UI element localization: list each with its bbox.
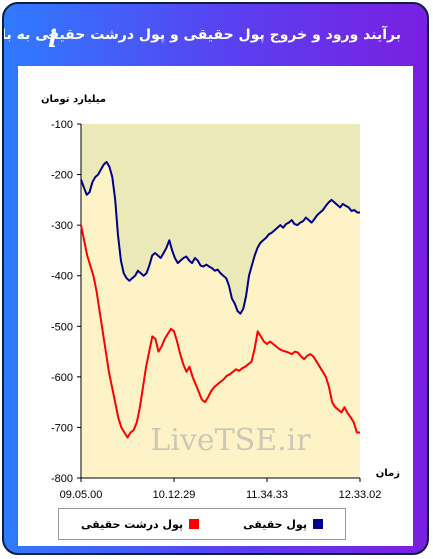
y-tick-label: -800 [51, 473, 73, 485]
y-axis-label: میلیارد تومان [41, 94, 106, 105]
area-above-real-money [81, 124, 360, 314]
series-line-big-real-money [80, 224, 360, 439]
info-icon[interactable]: i [48, 24, 58, 53]
watermark: LiveTSE.ir [150, 423, 311, 458]
x-tick-label: 09.05.00 [60, 489, 103, 501]
y-tick-label: -600 [51, 372, 73, 384]
chart-card: برآیند ورود و خروج پول حقیقی و پول درشت … [2, 2, 429, 555]
y-tick-label: -400 [51, 271, 73, 283]
y-tick-label: -300 [51, 220, 73, 232]
legend-swatch-real-money [312, 519, 323, 529]
legend-label-big-real-money: پول درشت حقیقی [81, 517, 184, 531]
legend-item-big-real-money: پول درشت حقیقی [81, 517, 200, 531]
y-tick-label: -500 [51, 321, 73, 333]
y-tick-label: -100 [51, 119, 73, 131]
chart-svg: -100 -200 -300 -400 -500 -600 -700 -800 09.05.00… [41, 94, 400, 501]
y-tick-label: -700 [51, 422, 73, 434]
legend-item-real-money: پول حقیقی [243, 518, 323, 531]
x-tick-label: 12.33.02 [339, 489, 382, 501]
x-tick-label: 11.34.33 [246, 489, 288, 501]
chart-title: برآیند ورود و خروج پول حقیقی و پول درشت … [2, 27, 401, 43]
x-tick-label: 10.12.29 [153, 489, 196, 501]
series-line-real-money [80, 160, 360, 315]
chart-panel: -100 -200 -300 -400 -500 -600 -700 -800 09.05.00… [18, 66, 413, 546]
legend-label-real-money: پول حقیقی [243, 517, 307, 531]
card-header: برآیند ورود و خروج پول حقیقی و پول درشت … [4, 4, 427, 66]
y-tick-label: -200 [51, 170, 73, 182]
x-axis-label: زمان [376, 468, 400, 479]
chart-legend: پول حقیقی پول درشت حقیقی [58, 508, 346, 540]
legend-swatch-big-real-money [189, 519, 200, 529]
